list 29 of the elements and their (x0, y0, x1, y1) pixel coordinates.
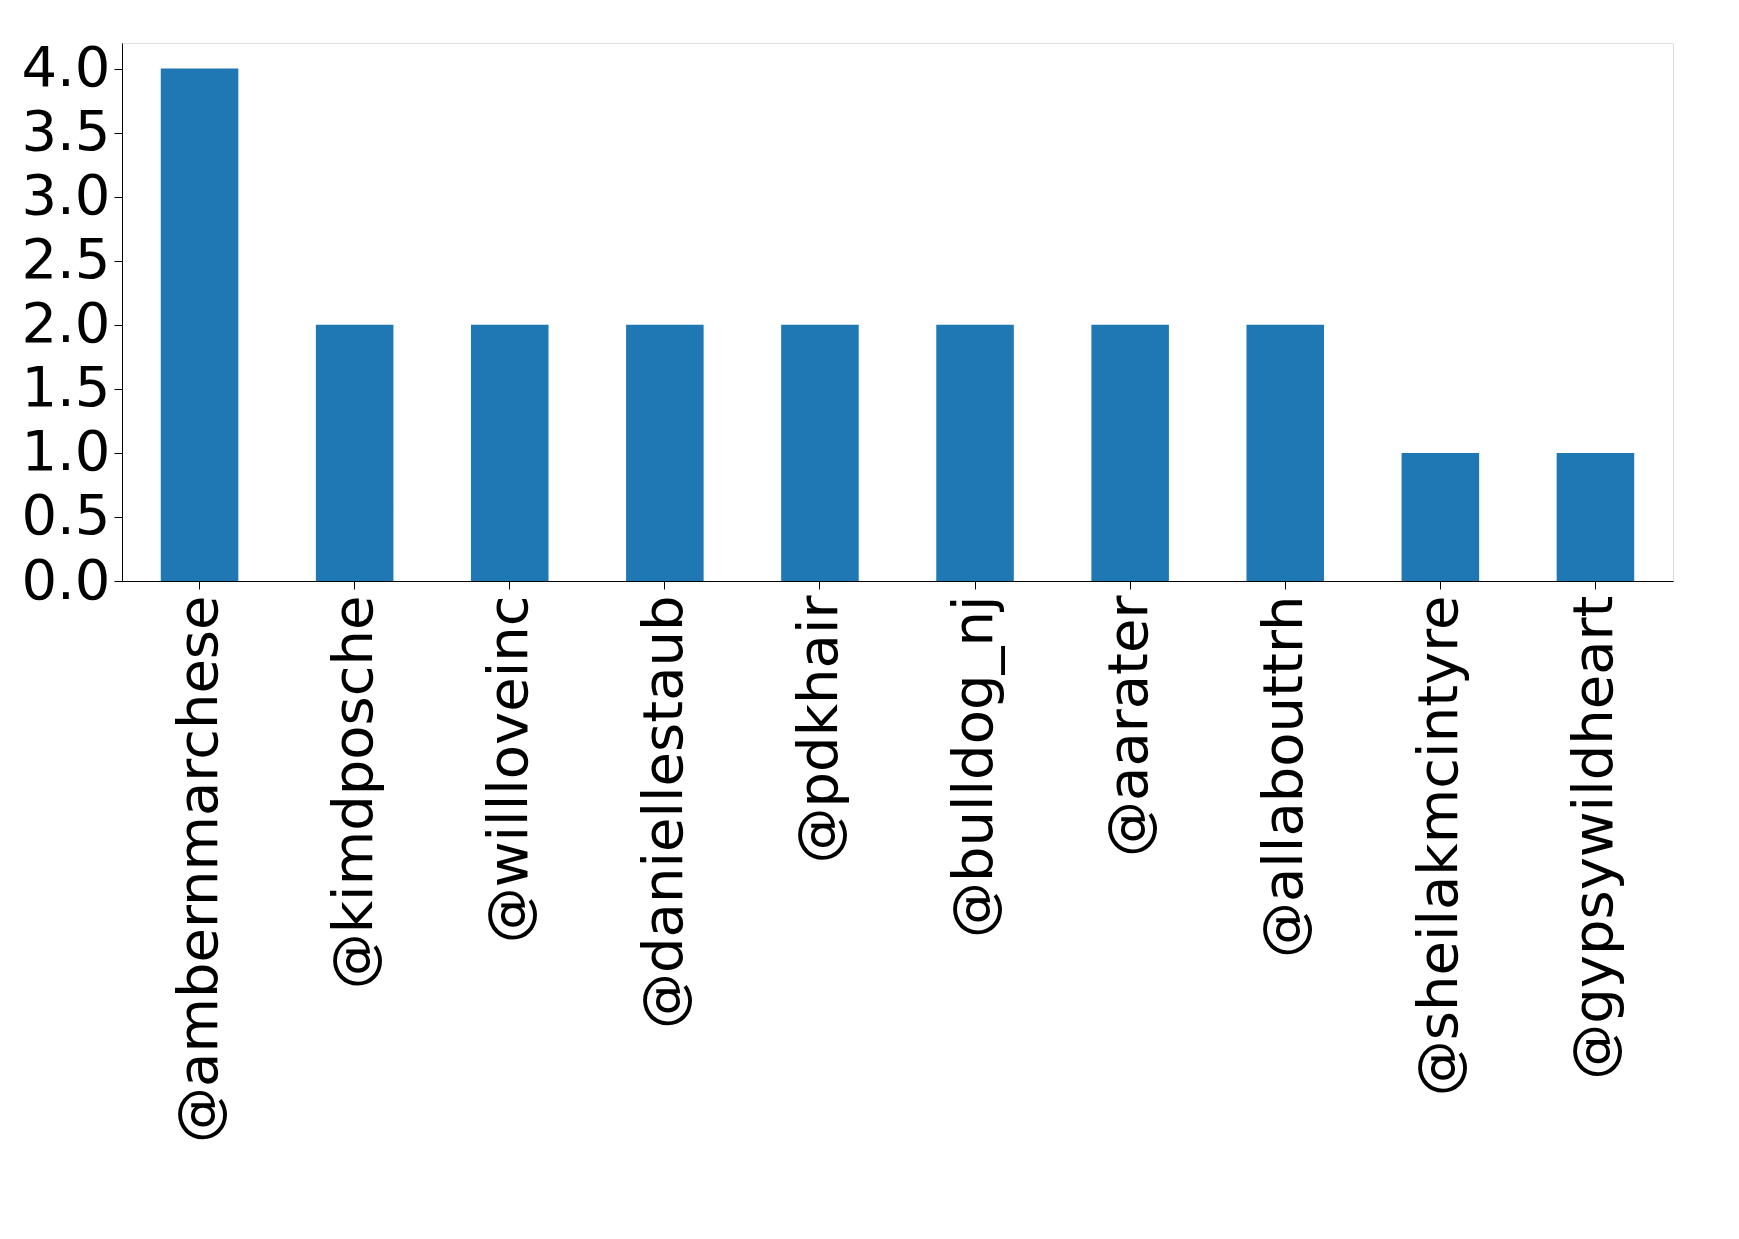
bar (470, 324, 549, 581)
bar (160, 68, 239, 581)
y-tick-label: 1.5 (21, 354, 111, 420)
bar (1091, 324, 1169, 581)
bar (1246, 324, 1325, 581)
x-tick-label: @sheilakmcintyre (1405, 595, 1471, 1097)
bar (626, 324, 704, 581)
y-tick-label: 2.5 (21, 226, 111, 292)
y-tick-label: 3.5 (21, 98, 111, 164)
y-tick-label: 1.0 (21, 418, 111, 484)
x-tick-label: @gypsywildheart (1560, 595, 1626, 1080)
bar (1556, 452, 1635, 581)
bar (781, 324, 859, 581)
y-tick-label: 0.5 (21, 482, 111, 548)
x-tick-label: @ambernmarchese (164, 595, 230, 1143)
x-tick-label: @bulldog_nj (940, 595, 1006, 939)
y-tick-label: 0.0 (21, 546, 111, 612)
bar (936, 324, 1014, 581)
y-tick-label: 4.0 (21, 34, 111, 100)
bar (315, 324, 394, 581)
x-tick-label: @aarater (1095, 594, 1161, 857)
x-tick-label: @willloveinc (474, 595, 540, 944)
y-tick-label: 3.0 (21, 162, 111, 228)
x-tick-label: @pdkhair (784, 594, 850, 864)
x-tick-label: @kimdposche (319, 595, 385, 990)
bar (1401, 452, 1480, 581)
x-tick-label: @allabouttrh (1250, 595, 1316, 958)
y-tick-label: 2.0 (21, 290, 111, 356)
x-tick-label: @daniellestaub (629, 595, 695, 1029)
